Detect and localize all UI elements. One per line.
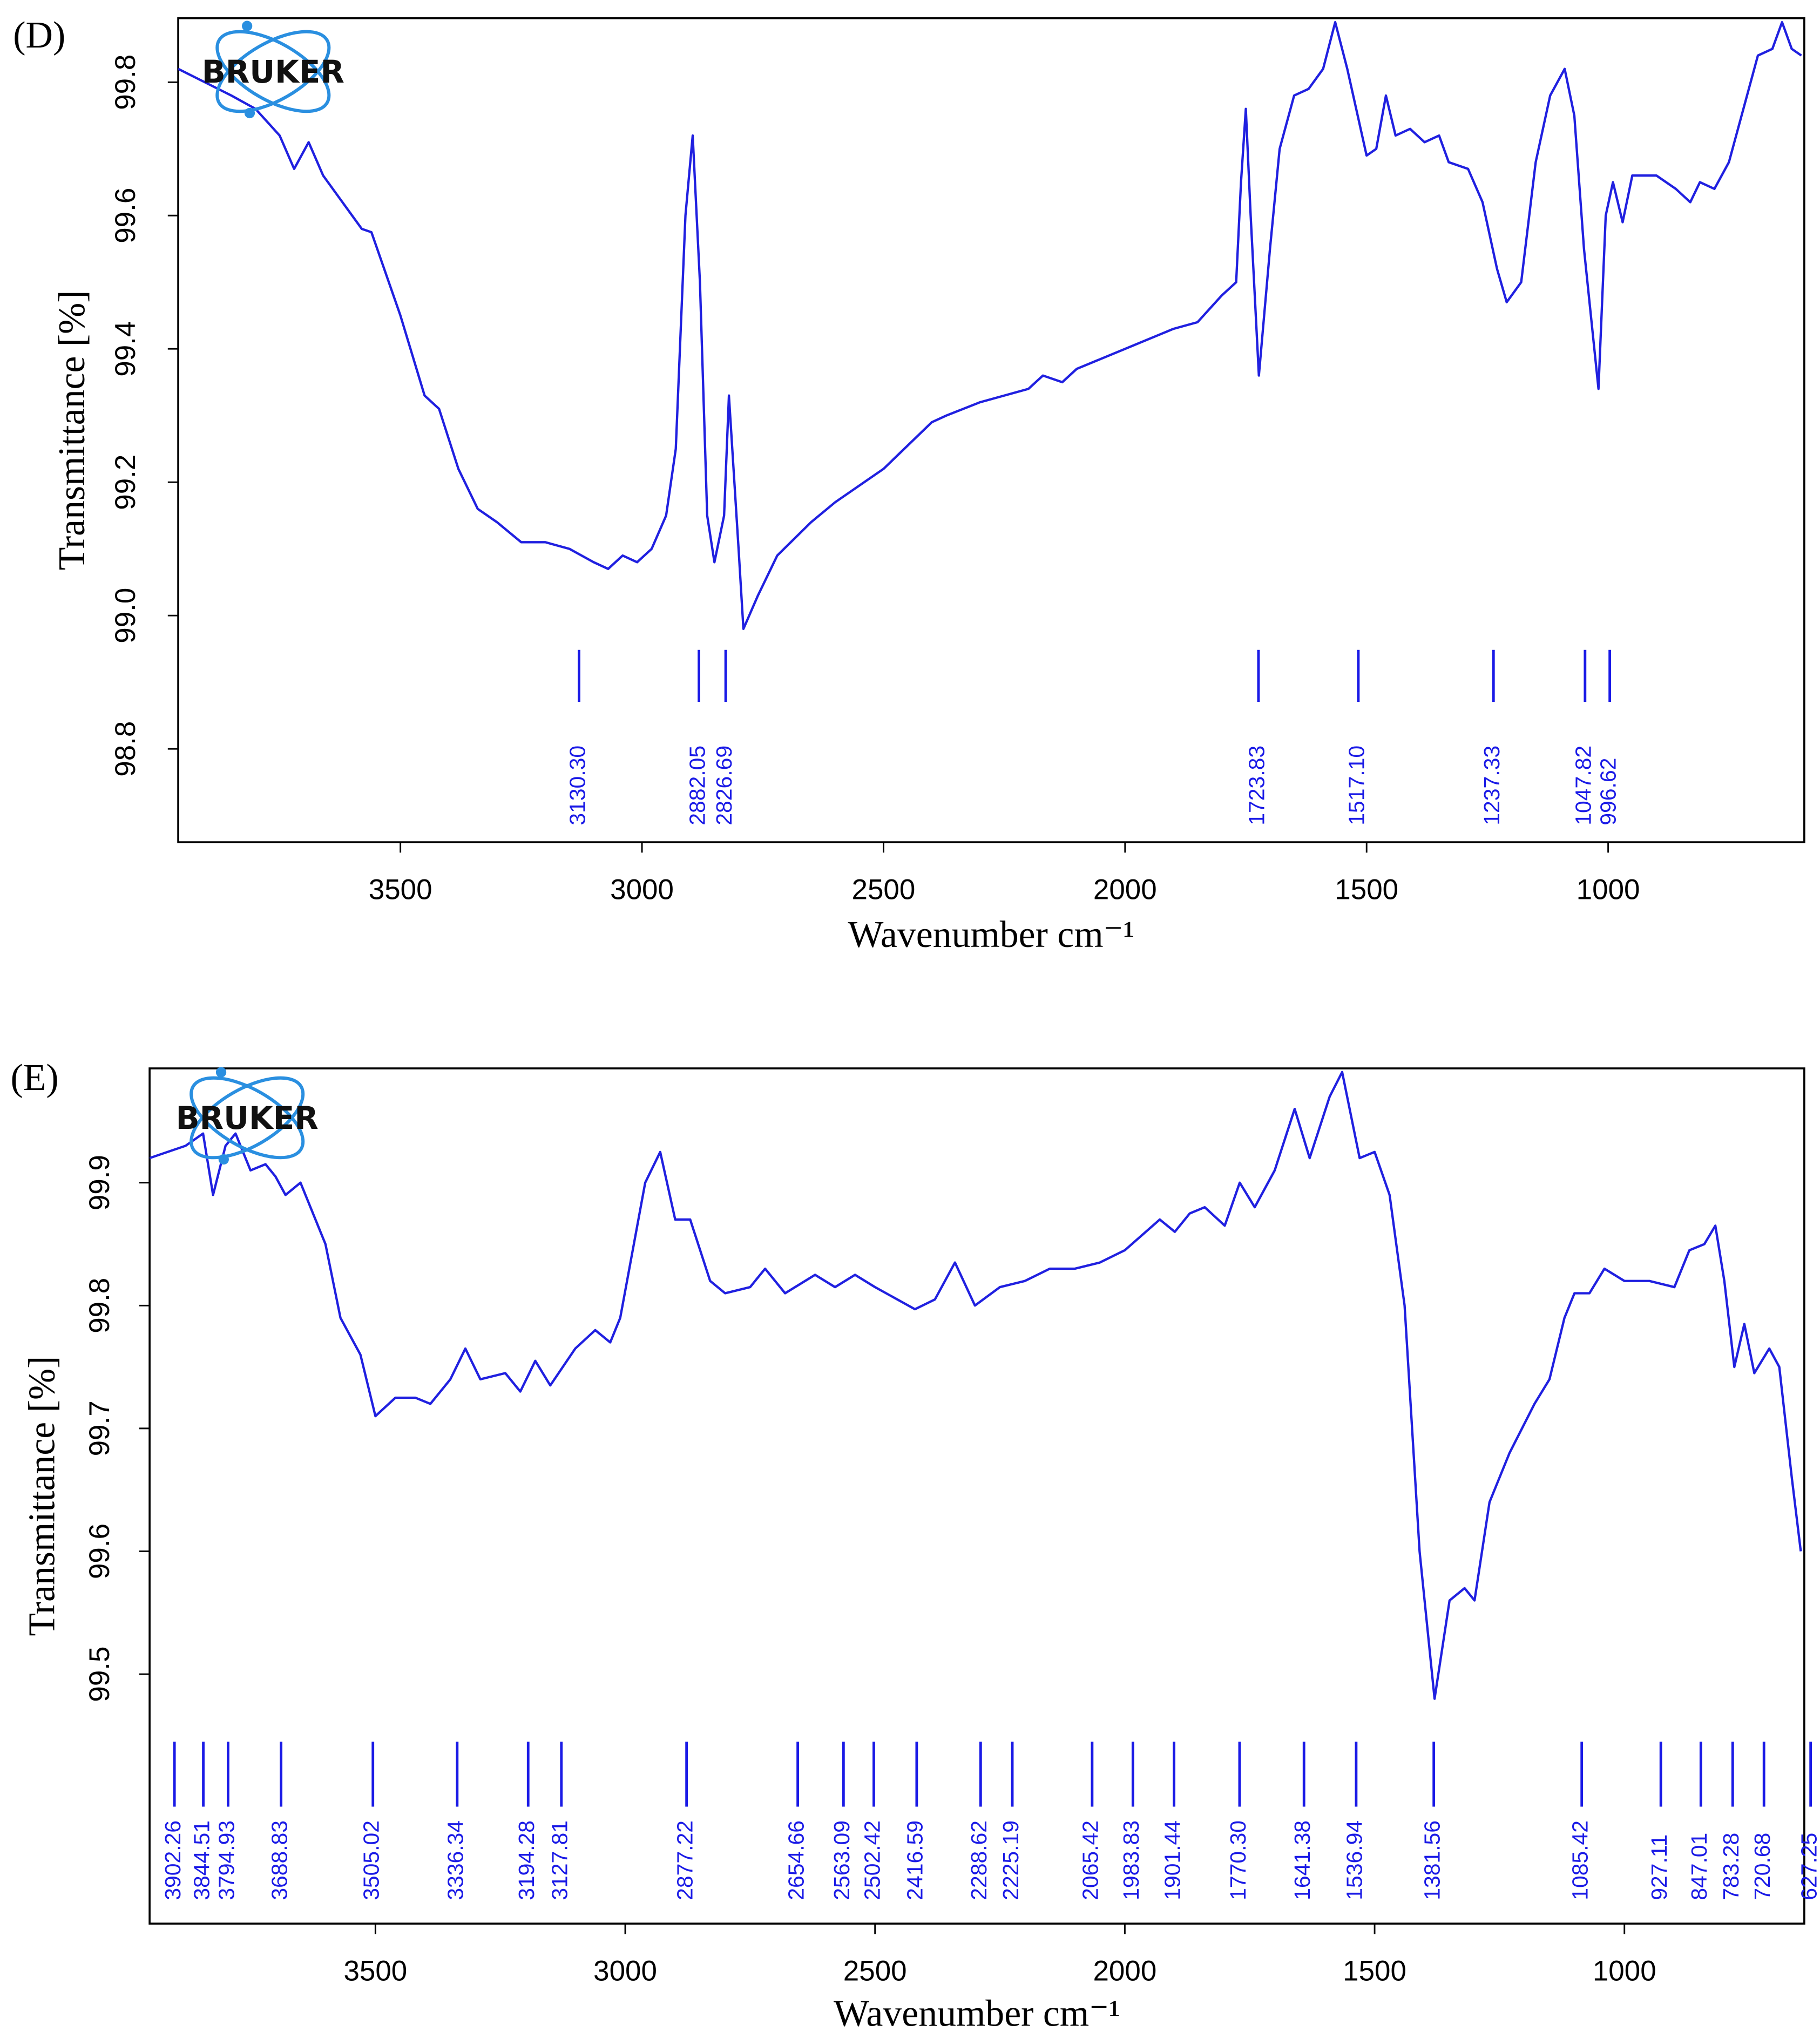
x-axis-label: Wavenumber cm⁻¹	[834, 1993, 1120, 2034]
peak-label: 783.28	[1718, 1833, 1743, 1900]
peak-label: 1237.33	[1479, 746, 1504, 825]
peak-label: 927.11	[1647, 1834, 1672, 1900]
peak-label: 2225.19	[998, 1820, 1023, 1900]
peak-label: 847.01	[1687, 1833, 1711, 1900]
spectrum-line	[178, 21, 1802, 631]
peak-label: 2288.62	[966, 1820, 991, 1900]
peak-label: 2882.05	[685, 746, 709, 825]
peak-label: 2563.09	[829, 1820, 854, 1900]
peak-label: 3130.30	[565, 746, 590, 825]
x-tick-label: 1500	[1343, 1955, 1406, 1987]
peak-label: 3902.26	[160, 1820, 185, 1900]
y-tick-label: 98.8	[110, 721, 141, 777]
x-tick-label: 1000	[1593, 1955, 1656, 1987]
peak-label: 3794.93	[214, 1820, 239, 1900]
peak-label: 3336.34	[443, 1820, 468, 1900]
peak-label: 2877.22	[672, 1820, 697, 1900]
peak-label: 2065.42	[1078, 1820, 1103, 1900]
peak-label: 1770.30	[1226, 1820, 1250, 1900]
logo-dot	[215, 1067, 227, 1078]
plot-area	[150, 1071, 1802, 1700]
peak-label: 3194.28	[514, 1820, 539, 1900]
x-tick-label: 3500	[369, 874, 432, 906]
x-tick-label: 3000	[593, 1955, 657, 1987]
x-tick-label: 1000	[1577, 874, 1640, 906]
peak-label: 2654.66	[783, 1820, 808, 1900]
peak-label: 2502.42	[860, 1820, 884, 1900]
peak-label: 720.68	[1750, 1833, 1775, 1900]
y-tick-label: 99.6	[84, 1524, 116, 1579]
peak-label: 2416.59	[903, 1820, 928, 1900]
peak-label: 1047.82	[1571, 746, 1596, 825]
x-tick-label: 3000	[610, 874, 674, 906]
bruker-logo: BRUKER	[176, 1067, 319, 1165]
plot-frame	[148, 1067, 1805, 1925]
y-tick-label: 99.6	[110, 188, 141, 243]
peak-label: 1536.94	[1342, 1820, 1367, 1900]
y-tick-label: 99.5	[84, 1647, 116, 1702]
plot-area	[178, 21, 1802, 631]
y-tick-label: 99.8	[84, 1278, 116, 1333]
logo-orbit	[215, 30, 331, 113]
peak-label: 1983.83	[1119, 1820, 1144, 1900]
logo-orbit	[190, 1076, 305, 1160]
x-tick-label: 2000	[1093, 874, 1157, 906]
peak-label: 3688.83	[267, 1820, 292, 1900]
peak-label: 3505.02	[359, 1820, 384, 1900]
peak-label: 1901.44	[1160, 1820, 1185, 1900]
logo-dot	[218, 1154, 229, 1165]
spectrum-line	[150, 1071, 1802, 1700]
x-axis-label: Wavenumber cm⁻¹	[848, 914, 1135, 956]
logo-dot	[244, 107, 255, 119]
x-tick-label: 2000	[1093, 1955, 1156, 1987]
plot-frame	[177, 17, 1805, 843]
x-tick-label: 3500	[343, 1955, 407, 1987]
peak-label: 996.62	[1595, 758, 1620, 825]
peak-label: 1723.83	[1244, 746, 1269, 825]
x-tick-label: 2500	[843, 1955, 907, 1987]
peak-label: 1381.56	[1419, 1820, 1444, 1900]
y-tick-label: 99.0	[110, 588, 141, 644]
x-tick-label: 1500	[1335, 874, 1398, 906]
bruker-logo: BRUKER	[202, 21, 344, 119]
logo-orbit	[215, 30, 331, 113]
logo-orbit	[190, 1076, 305, 1160]
peak-label: 3127.81	[547, 1820, 572, 1900]
panel-label: (D)	[13, 15, 65, 56]
peak-label: 1085.42	[1568, 1820, 1593, 1900]
y-tick-label: 99.2	[110, 455, 141, 510]
y-tick-label: 99.4	[110, 321, 141, 377]
peak-label: 1517.10	[1344, 746, 1369, 825]
y-tick-label: 99.8	[110, 55, 141, 110]
y-axis-label: Transmittance [%]	[51, 290, 93, 570]
y-axis-label: Transmittance [%]	[22, 1356, 63, 1636]
logo-text: BRUKER	[176, 1100, 319, 1136]
y-tick-label: 99.9	[84, 1155, 116, 1210]
peak-label: 2826.69	[712, 746, 736, 825]
logo-text: BRUKER	[202, 53, 344, 90]
peak-label: 1641.38	[1290, 1820, 1315, 1900]
y-tick-label: 99.7	[84, 1400, 116, 1456]
peak-label: 627.25	[1796, 1833, 1820, 1900]
peak-label: 3844.51	[189, 1820, 214, 1900]
panel-label: (E)	[10, 1057, 58, 1099]
logo-dot	[242, 21, 253, 31]
x-tick-label: 2500	[852, 874, 916, 906]
